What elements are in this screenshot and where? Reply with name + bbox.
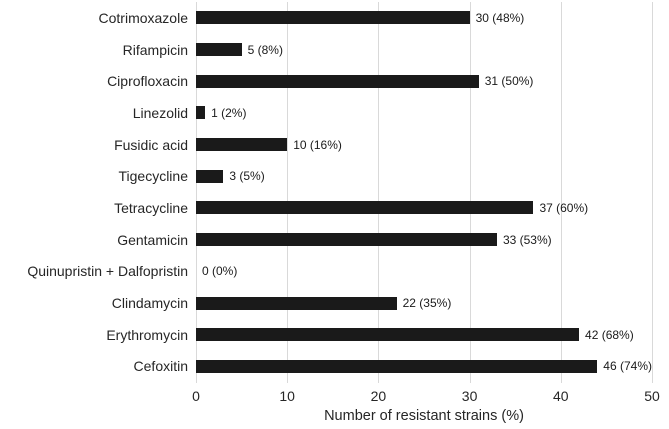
chart-row: Clindamycin 22 (35%) [0, 287, 652, 319]
bar [196, 328, 580, 342]
bar [196, 43, 242, 57]
value-label: 42 (68%) [585, 327, 634, 342]
category-label: Cotrimoxazole [98, 9, 188, 26]
chart-row: Erythromycin 42 (68%) [0, 319, 652, 351]
category-label: Cefoxitin [133, 358, 188, 375]
bar-track: 30 (48%) [196, 2, 652, 34]
bar [196, 201, 534, 215]
category-label: Erythromycin [106, 326, 188, 343]
gridline [196, 2, 197, 383]
x-axis: 0 10 20 30 40 50 [192, 388, 660, 406]
value-label: 0 (0%) [202, 264, 238, 279]
value-label: 33 (53%) [502, 232, 552, 247]
gridline [287, 2, 289, 383]
bar [196, 74, 479, 88]
bar-track: 10 (16%) [196, 129, 652, 161]
value-label: 46 (74%) [603, 359, 652, 374]
bar-track: 46 (74%) [196, 351, 652, 383]
chart-row: Tetracycline 37 (60%) [0, 192, 652, 224]
bar-track: 31 (50%) [196, 65, 652, 97]
category-label: Tetracycline [114, 199, 188, 216]
chart-row: Cefoxitin 46 (74%) [0, 351, 652, 383]
gridline [469, 2, 471, 383]
bar [196, 138, 288, 152]
gridline [652, 2, 653, 383]
value-label: 10 (16%) [293, 137, 342, 152]
category-label: Gentamicin [117, 231, 188, 248]
chart-row: Cotrimoxazole 30 (48%) [0, 2, 652, 34]
bar-track: 42 (68%) [196, 319, 652, 351]
chart-row: Ciprofloxacin 31 (50%) [0, 65, 652, 97]
bar [196, 233, 497, 247]
bar-track: 5 (8%) [196, 34, 652, 66]
value-label: 30 (48%) [475, 10, 525, 25]
x-tick-label: 0 [192, 388, 200, 404]
value-label: 37 (60%) [539, 200, 589, 215]
chart-row: Fusidic acid 10 (16%) [0, 129, 652, 161]
chart-row: Rifampicin 5 (8%) [0, 34, 652, 66]
bar [196, 106, 206, 120]
bar-track: 3 (5%) [196, 160, 652, 192]
gridline [378, 2, 380, 383]
bar-track: 37 (60%) [196, 192, 652, 224]
x-tick-label: 10 [279, 388, 295, 404]
category-label: Quinupristin + Dalfopristin [27, 263, 188, 280]
gridline [560, 2, 562, 383]
chart-row: Quinupristin + Dalfopristin 0 (0%) [0, 256, 652, 288]
bar [196, 296, 397, 310]
bar-track: 0 (0%) [196, 256, 652, 288]
category-label: Tigecycline [118, 168, 188, 185]
x-tick-label: 30 [461, 388, 478, 404]
plot-area [196, 2, 653, 383]
bar-track: 33 (53%) [196, 224, 652, 256]
value-label: 22 (35%) [402, 296, 452, 311]
chart-row: Gentamicin 33 (53%) [0, 224, 652, 256]
category-label: Clindamycin [111, 295, 188, 312]
bar [196, 359, 598, 373]
value-label: 3 (5%) [229, 169, 265, 184]
chart-rows: Cotrimoxazole 30 (48%) Rifampicin 5 (8%) Cip… [0, 2, 652, 382]
category-label: Fusidic acid [114, 136, 188, 153]
x-tick-label: 40 [553, 388, 569, 404]
bar-track: 1 (2%) [196, 97, 652, 129]
chart-row: Linezolid 1 (2%) [0, 97, 652, 129]
category-label: Rifampicin [122, 41, 188, 58]
bar [196, 11, 470, 25]
value-label: 1 (2%) [211, 105, 247, 120]
category-label: Ciprofloxacin [107, 73, 188, 90]
x-tick-label: 50 [644, 388, 660, 404]
x-axis-title: Number of resistant strains (%) [324, 408, 524, 424]
bar [196, 169, 224, 183]
bar-track: 22 (35%) [196, 287, 652, 319]
category-label: Linezolid [132, 104, 188, 121]
x-tick-label: 20 [370, 388, 387, 404]
chart-row: Tigecycline 3 (5%) [0, 160, 652, 192]
value-label: 5 (8%) [247, 42, 283, 57]
value-label: 31 (50%) [484, 74, 534, 89]
